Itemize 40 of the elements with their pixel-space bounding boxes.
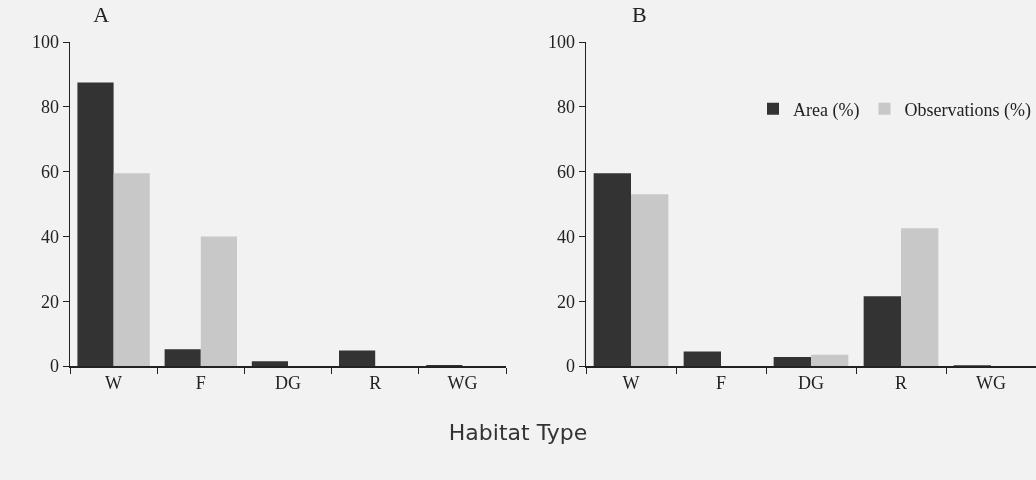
x-tick-label: R <box>369 373 382 394</box>
y-tick-label: 0 <box>565 356 575 377</box>
y-tick-label: 20 <box>40 291 59 312</box>
x-tick-label: W <box>105 373 123 394</box>
x-tick-label: R <box>894 373 908 394</box>
chart-title: A <box>93 1 110 27</box>
x-tick-label: WG <box>976 373 1006 394</box>
bar <box>113 173 150 366</box>
y-tick-label: 20 <box>556 291 575 312</box>
bar <box>200 236 237 366</box>
y-tick-label: 60 <box>40 161 59 182</box>
y-tick-label: 100 <box>31 32 59 53</box>
x-tick-label: WG <box>447 373 478 394</box>
x-tick-label: F <box>195 373 206 394</box>
y-tick-label: 40 <box>40 226 59 247</box>
bar <box>251 361 288 366</box>
bar <box>339 350 376 366</box>
x-tick-label: F <box>715 373 727 394</box>
legend-label: Observations (%) <box>904 99 1031 121</box>
y-tick-label: 40 <box>556 226 575 247</box>
y-tick-label: 60 <box>556 161 575 182</box>
x-tick-label: DG <box>275 373 301 394</box>
x-tick-label: W <box>622 373 640 394</box>
bar <box>593 173 631 366</box>
y-tick-label: 80 <box>556 97 575 118</box>
bar <box>164 349 201 366</box>
bar <box>631 194 669 366</box>
bar <box>773 356 811 366</box>
y-tick-label: 100 <box>547 32 575 53</box>
bar <box>901 228 939 366</box>
bar <box>863 296 901 366</box>
bar <box>811 354 849 366</box>
y-tick-label: 80 <box>40 97 59 118</box>
bar <box>77 82 114 366</box>
x-tick-label: DG <box>798 373 824 394</box>
chart-title: B <box>631 1 647 27</box>
legend-label: Area (%) <box>793 99 860 121</box>
bar <box>683 351 721 366</box>
x-axis-title: Habitat Type <box>447 420 589 445</box>
y-tick-label: 0 <box>49 356 59 377</box>
